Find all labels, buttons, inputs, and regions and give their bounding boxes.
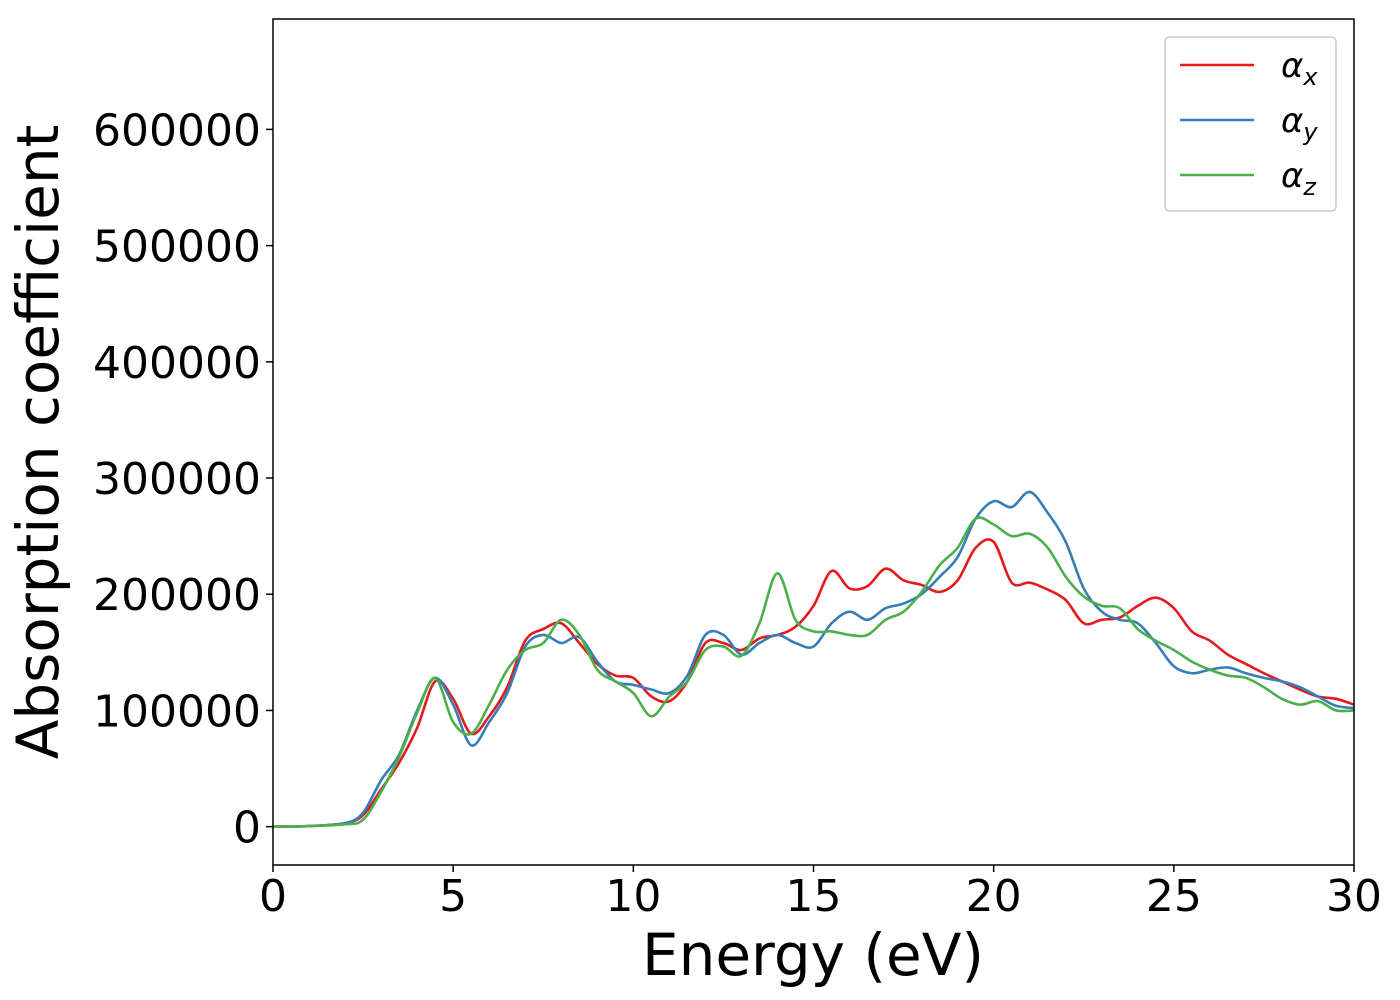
legend-label-base: α — [1281, 101, 1303, 141]
legend-label-base: α — [1281, 46, 1303, 86]
series-line-y — [273, 490, 1354, 828]
x-tick-label: 20 — [966, 871, 1022, 922]
legend-label-z: αz — [1281, 156, 1317, 201]
series-line-x — [273, 538, 1354, 828]
x-tick-label: 15 — [786, 871, 842, 922]
legend-box — [1164, 36, 1337, 212]
x-tick-label: 0 — [259, 871, 287, 922]
legend-label-y: αy — [1281, 101, 1318, 146]
legend-label-base: α — [1281, 156, 1303, 196]
y-axis-title: Absorption coefficient — [4, 125, 72, 760]
y-tick-label: 400000 — [93, 338, 261, 389]
y-tick-label: 100000 — [93, 686, 261, 737]
y-axis: 0 100000 200000 300000 400000 500000 600000 — [93, 105, 273, 854]
y-tick-label: 200000 — [93, 570, 261, 621]
series-layer — [273, 490, 1354, 828]
y-tick-label: 0 — [233, 803, 261, 854]
y-tick-label: 500000 — [93, 222, 261, 273]
x-tick-label: 30 — [1326, 871, 1382, 922]
legend-label-x: αx — [1281, 46, 1318, 91]
x-tick-label: 10 — [605, 871, 661, 922]
x-tick-label: 5 — [439, 871, 467, 922]
y-tick-label: 600000 — [93, 105, 261, 156]
series-line-z — [273, 516, 1354, 828]
y-tick-label: 300000 — [93, 454, 261, 505]
legend-label-sub: z — [1302, 173, 1317, 201]
legend-label-sub: y — [1302, 118, 1318, 146]
x-tick-label: 25 — [1146, 871, 1202, 922]
x-axis-title: Energy (eV) — [642, 921, 984, 989]
legend-label-sub: x — [1302, 63, 1318, 91]
x-axis: 0 5 10 15 20 25 30 — [259, 865, 1382, 922]
